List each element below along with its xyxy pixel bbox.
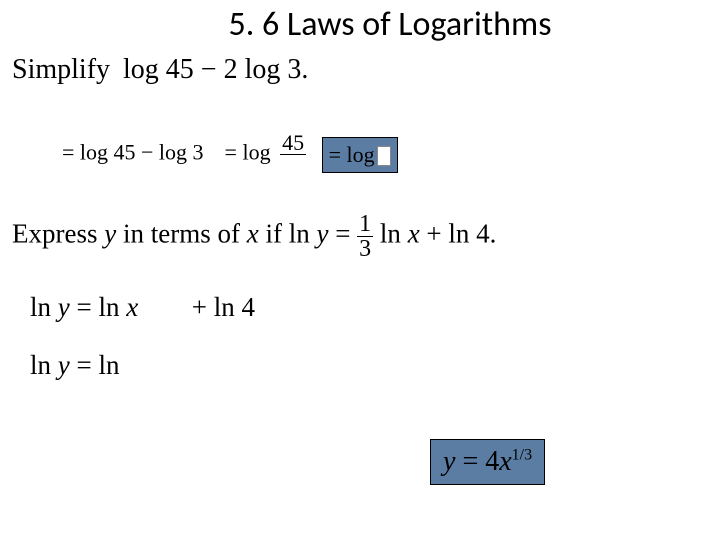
frac-3: 3 — [357, 237, 373, 261]
p2-prompt: Express — [12, 219, 104, 249]
step1-b: = log — [225, 140, 271, 165]
p2-if: if — [259, 219, 289, 249]
frac-13: 13 — [357, 212, 373, 261]
ans-x: x — [499, 446, 511, 477]
ans-exp: 1/3 — [512, 447, 532, 464]
p2-x: x — [247, 219, 259, 249]
s2b-ln: ln — [30, 350, 58, 380]
s2a-eq: = ln — [70, 292, 126, 322]
problem1-prompt: Simplify — [12, 54, 110, 85]
blank-box — [377, 146, 391, 166]
box-eq: = log — [329, 142, 375, 167]
ans-eq: = 4 — [462, 446, 499, 477]
step1: = log 45 − log 3 = log 45 = log — [62, 132, 398, 177]
problem1: Simplify log 45 − 2 log 3. — [12, 54, 308, 86]
fraction-45: 45 — [280, 132, 306, 177]
ans-y: y — [443, 446, 462, 477]
p2-x2: x — [408, 219, 420, 249]
p2-y2: y — [316, 219, 328, 249]
frac-den — [280, 155, 306, 177]
p2-eq: = — [328, 219, 357, 249]
frac-num: 45 — [280, 132, 306, 155]
problem1-expr: log 45 − 2 log 3. — [123, 54, 308, 85]
answer-box: y = 4x1/3 — [430, 439, 545, 485]
p2-ln: ln — [289, 219, 317, 249]
p2-y: y — [104, 219, 116, 249]
s2a-ln: ln — [30, 292, 58, 322]
page-title: 5. 6 Laws of Logarithms — [60, 4, 720, 45]
s2a-y: y — [58, 292, 70, 322]
p2-plus: + ln 4. — [420, 219, 497, 249]
step2b: ln y = ln — [30, 350, 119, 381]
problem2: Express y in terms of x if ln y = 13 ln … — [12, 212, 496, 261]
s2a-x: x — [126, 292, 138, 322]
step2a: ln y = ln x + ln 4 — [30, 292, 255, 323]
s2b-y: y — [58, 350, 70, 380]
content-area: Simplify log 45 − 2 log 3. = log 45 − lo… — [12, 54, 308, 86]
p2-mid: in terms of — [116, 219, 246, 249]
step1-a: = log 45 − log 3 — [62, 140, 204, 165]
s2a-plus: + ln 4 — [192, 292, 255, 322]
frac-1: 1 — [357, 212, 373, 237]
s2b-eq: = ln — [70, 350, 120, 380]
result-box-1: = log — [322, 137, 398, 173]
p2-lnx: ln — [373, 219, 408, 249]
